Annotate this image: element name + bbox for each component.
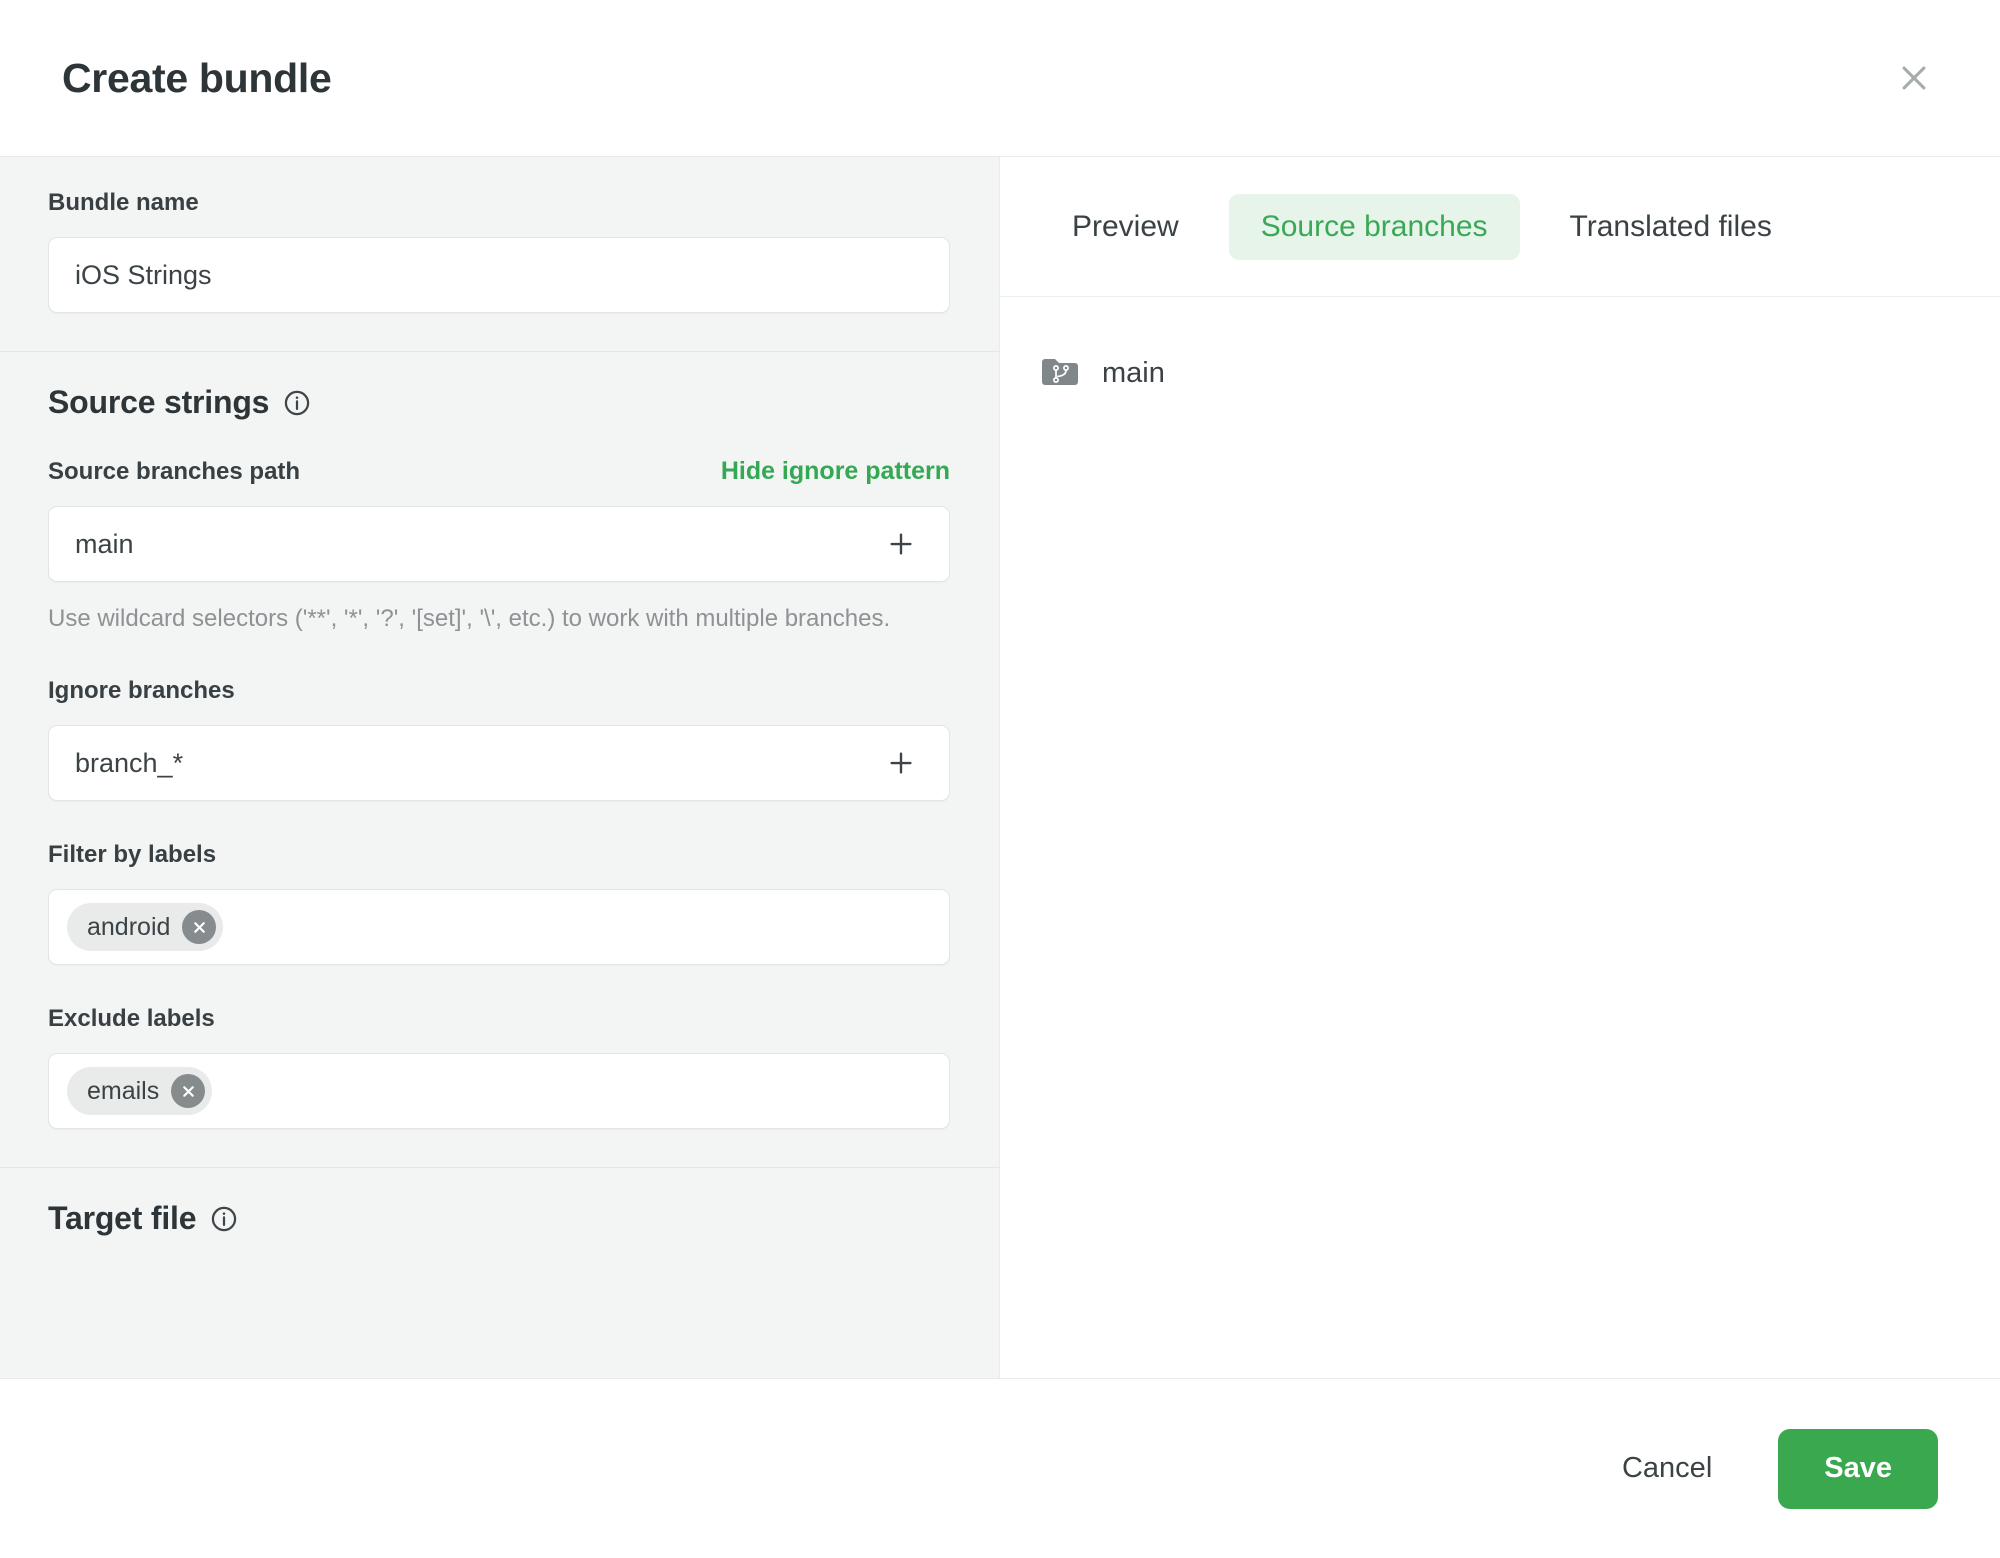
source-branches-path-field: Source branches path Hide ignore pattern… [48, 457, 951, 637]
chip-remove-icon[interactable] [171, 1074, 206, 1109]
source-branches-path-helper: Use wildcard selectors ('**', '*', '?', … [48, 605, 891, 632]
source-branches-path-label: Source branches path [48, 458, 301, 485]
save-button[interactable]: Save [1778, 1428, 1938, 1509]
bundle-name-section: Bundle name iOS Strings [0, 157, 999, 351]
bundle-form-panel: Bundle name iOS Strings Source strings [0, 157, 1000, 1378]
exclude-labels-label: Exclude labels [48, 1005, 215, 1033]
ignore-branches-label: Ignore branches [48, 677, 235, 705]
page-title: Create bundle [62, 54, 332, 101]
source-branches-path-value: main [75, 528, 134, 559]
label-chip-text: android [87, 912, 171, 941]
tab-translated-files[interactable]: Translated files [1538, 194, 1804, 260]
plus-icon[interactable] [879, 741, 923, 785]
ignore-branches-input[interactable]: branch_* [48, 725, 950, 802]
list-item[interactable]: main [1040, 345, 1960, 401]
filter-by-labels-label: Filter by labels [48, 841, 217, 869]
form-scroll-area[interactable]: Bundle name iOS Strings Source strings [0, 157, 999, 1378]
modal-body: Bundle name iOS Strings Source strings [0, 157, 2000, 1378]
exclude-labels-input[interactable]: emails [48, 1053, 950, 1130]
tab-source-branches[interactable]: Source branches [1228, 193, 1520, 260]
bundle-name-label: Bundle name [48, 189, 199, 216]
tab-preview[interactable]: Preview [1040, 194, 1211, 260]
info-icon[interactable] [210, 1205, 238, 1233]
info-icon[interactable] [283, 389, 311, 417]
label-chip[interactable]: android [67, 903, 224, 952]
modal-footer: Cancel Save [0, 1378, 2000, 1558]
target-file-title: Target file [48, 1200, 197, 1237]
modal-header: Create bundle [0, 0, 2000, 157]
branch-name: main [1102, 356, 1165, 389]
ignore-branches-field: Ignore branches branch_* [48, 677, 951, 802]
git-branch-folder-icon [1040, 356, 1080, 390]
source-strings-section: Source strings Source branches p [0, 351, 999, 1167]
label-chip[interactable]: emails [67, 1067, 213, 1116]
preview-tabs: Preview Source branches Translated files [1000, 157, 2000, 297]
exclude-labels-field: Exclude labels emails [48, 1005, 951, 1130]
source-branches-path-input[interactable]: main [48, 506, 950, 582]
source-strings-title: Source strings [48, 384, 270, 420]
hide-ignore-pattern-link[interactable]: Hide ignore pattern [720, 457, 950, 485]
close-icon[interactable] [1886, 50, 1942, 106]
bundle-name-value: iOS Strings [75, 259, 212, 290]
chip-remove-icon[interactable] [182, 910, 217, 945]
cancel-button[interactable]: Cancel [1614, 1438, 1720, 1499]
filter-by-labels-input[interactable]: android [48, 889, 950, 966]
target-file-section: Target file [0, 1167, 999, 1311]
target-file-heading: Target file [48, 1200, 951, 1237]
source-strings-heading: Source strings [48, 384, 951, 421]
preview-panel: Preview Source branches Translated files [1000, 157, 2000, 1378]
source-branches-list: main [1000, 297, 2000, 1378]
label-chip-text: emails [87, 1076, 160, 1105]
source-branches-path-label-row: Source branches path Hide ignore pattern [48, 457, 950, 486]
filter-by-labels-field: Filter by labels android [48, 841, 951, 966]
plus-icon[interactable] [879, 522, 923, 566]
bundle-name-input[interactable]: iOS Strings [48, 237, 950, 313]
ignore-branches-value: branch_* [75, 747, 184, 778]
